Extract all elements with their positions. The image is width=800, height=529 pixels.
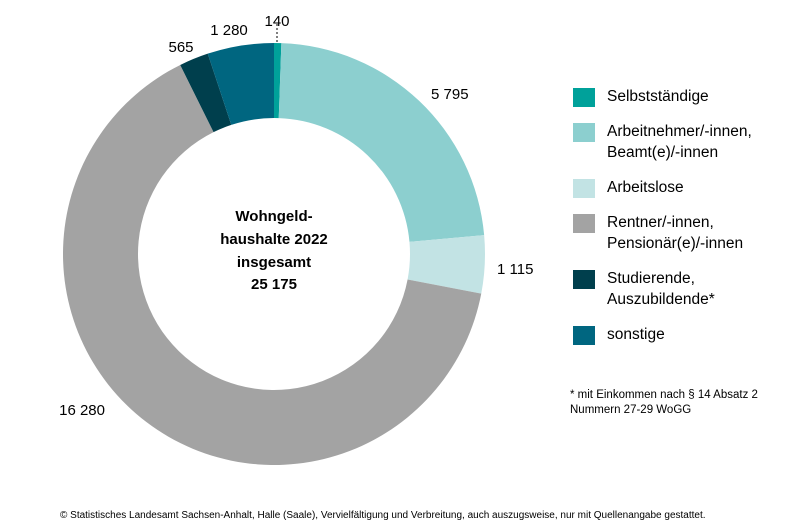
legend-item-studierende: Studierende, Auszubildende*: [573, 268, 793, 310]
legend-item-sonstige: sonstige: [573, 324, 793, 345]
slice-label-1: 140: [264, 13, 289, 30]
center-title-line-4: 25 175: [251, 276, 297, 293]
legend-label: Rentner/-innen, Pensionär(e)/-innen: [607, 214, 744, 252]
slice-4: [63, 64, 482, 466]
legend-label: Studierende, Auszubildende*: [607, 270, 715, 308]
slice-labels: 140 5 795 1 115 16 280 565 1 280: [59, 13, 533, 419]
legend-item-arbeitslose: Arbeitslose: [573, 177, 793, 198]
slice-5: [180, 53, 232, 133]
legend-swatch: [573, 179, 595, 198]
legend-item-selbststaendige: Selbstständige: [573, 86, 793, 107]
footnote: * mit Einkommen nach § 14 Absatz 2 Numme…: [570, 389, 758, 416]
slice-6: [207, 43, 274, 125]
legend-swatch: [573, 270, 595, 289]
center-title-line-3: insgesamt: [237, 254, 311, 271]
legend-label: Arbeitnehmer/-innen, Beamt(e)/-innen: [607, 123, 752, 161]
slice-2: [278, 43, 485, 242]
legend-item-arbeitnehmer: Arbeitnehmer/-innen, Beamt(e)/-innen: [573, 121, 793, 163]
slice-label-4: 16 280: [59, 402, 105, 419]
slice-label-5: 565: [168, 39, 193, 56]
legend-item-rentner: Rentner/-innen, Pensionär(e)/-innen: [573, 212, 793, 254]
legend-swatch: [573, 123, 595, 142]
copyright-notice: © Statistisches Landesamt Sachsen-Anhalt…: [60, 510, 706, 521]
slice-3: [407, 235, 485, 294]
center-title: Wohngeld- haushalte 2022 insgesamt 25 17…: [220, 208, 328, 293]
center-title-line-2: haushalte 2022: [220, 231, 328, 248]
legend-swatch: [573, 88, 595, 107]
slice-1: [274, 43, 282, 119]
slice-label-3: 1 115: [497, 261, 533, 278]
legend-label: sonstige: [607, 326, 665, 343]
legend-swatch: [573, 214, 595, 233]
donut-slices: [63, 43, 485, 466]
legend-label: Arbeitslose: [607, 179, 684, 196]
legend-swatch: [573, 326, 595, 345]
center-title-line-1: Wohngeld-: [235, 208, 312, 225]
legend: Selbstständige Arbeitnehmer/-innen, Beam…: [573, 86, 793, 359]
slice-label-6: 1 280: [210, 22, 248, 39]
slice-label-2: 5 795: [431, 86, 469, 103]
legend-label: Selbstständige: [607, 88, 709, 105]
